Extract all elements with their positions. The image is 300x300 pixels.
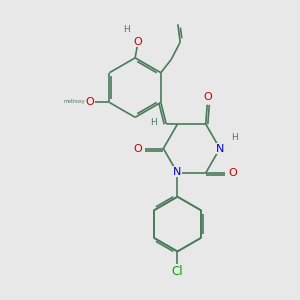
Text: H: H (150, 118, 157, 127)
Text: O: O (86, 98, 94, 107)
Text: O: O (203, 92, 212, 102)
Text: O: O (228, 168, 237, 178)
Text: O: O (133, 143, 142, 154)
Text: H: H (123, 25, 130, 34)
Text: O: O (133, 37, 142, 46)
Text: H: H (231, 133, 238, 142)
Text: N: N (216, 143, 225, 154)
Text: methoxy: methoxy (64, 99, 86, 104)
Text: N: N (173, 167, 182, 177)
Text: Cl: Cl (172, 265, 183, 278)
